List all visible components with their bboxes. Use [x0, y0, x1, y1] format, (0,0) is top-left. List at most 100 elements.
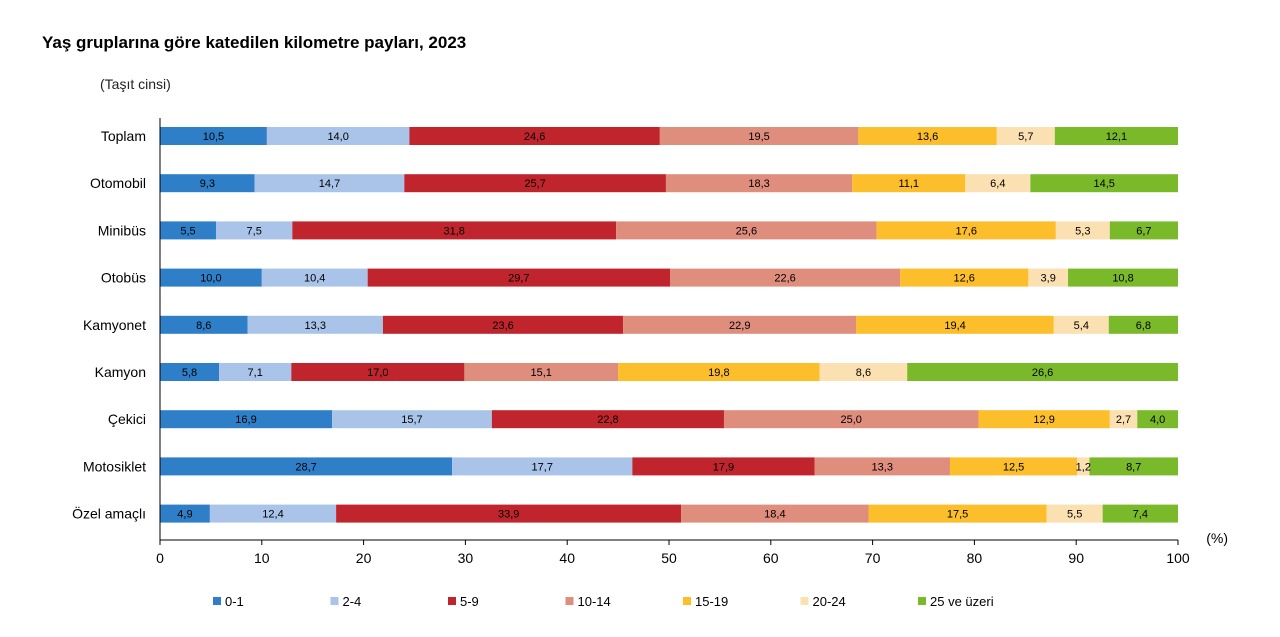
legend-label-2-4: 2-4: [343, 594, 362, 609]
bar-kamyon-5-9: [291, 363, 465, 381]
data-label-özel-amaçlı-0-1: 4,9: [177, 509, 192, 521]
bar-otobüs-25-ve-üzeri: [1068, 268, 1178, 287]
data-label-otomobil-2-4: 14,7: [319, 178, 340, 190]
data-label-kamyon-20-24: 8,6: [856, 367, 871, 379]
data-label-kamyon-0-1: 5,8: [182, 367, 197, 379]
x-tick-label-0: 0: [156, 550, 164, 566]
data-label-kamyonet-25-ve-üzeri: 6,8: [1136, 320, 1151, 332]
x-tick-label-10: 10: [254, 550, 270, 566]
bar-minibüs-20-24: [1055, 221, 1110, 240]
bar-kamyon-25-ve-üzeri: [907, 363, 1178, 381]
bar-toplam-10-14: [659, 127, 859, 145]
legend-swatch-10-14: [565, 597, 574, 605]
data-label-özel-amaçlı-20-24: 5,5: [1067, 509, 1082, 521]
bar-otomobil-25-ve-üzeri: [1030, 174, 1178, 193]
data-label-kamyonet-15-19: 19,4: [944, 320, 965, 332]
bar-otobüs-20-24: [1028, 268, 1069, 287]
x-tick-label-90: 90: [1068, 550, 1084, 566]
data-label-özel-amaçlı-5-9: 33,9: [498, 509, 519, 521]
bar-otomobil-0-1: [160, 174, 255, 193]
category-label-otomobil: Otomobil: [90, 175, 146, 191]
bar-kamyon-20-24: [819, 363, 908, 381]
x-tick-label-60: 60: [763, 550, 779, 566]
category-label-otobüs: Otobüs: [101, 270, 146, 286]
data-label-toplam-5-9: 24,6: [524, 131, 545, 143]
bar-motosiklet-10-14: [814, 457, 950, 476]
bar-kamyonet-0-1: [160, 315, 248, 334]
data-label-otobüs-25-ve-üzeri: 10,8: [1112, 273, 1133, 285]
bar-motosiklet-25-ve-üzeri: [1089, 457, 1178, 476]
data-label-kamyonet-10-14: 22,9: [729, 320, 750, 332]
legend: 0-1 2-4 5-9 10-14 15-19 20-24 25 ve üzeri: [213, 594, 994, 609]
bar-çekici-2-4: [332, 410, 492, 429]
data-label-motosiklet-15-19: 12,5: [1003, 461, 1024, 473]
bar-çekici-0-1: [160, 410, 333, 429]
bar-otobüs-0-1: [160, 268, 262, 287]
x-axis-unit-label: (%): [1206, 530, 1228, 546]
bar-kamyon-2-4: [219, 363, 292, 381]
category-label-motosiklet: Motosiklet: [83, 458, 146, 474]
data-label-minibüs-25-ve-üzeri: 6,7: [1136, 225, 1151, 237]
bar-otomobil-2-4: [254, 174, 405, 193]
bar-özel-amaçlı-10-14: [681, 504, 869, 523]
bar-çekici-10-14: [723, 410, 979, 429]
data-label-kamyonet-5-9: 23,6: [492, 320, 513, 332]
bar-kamyonet-25-ve-üzeri: [1108, 315, 1178, 334]
category-labels-layer: Toplam Otomobil Minibüs Otobüs Kamyonet Kamyo…: [72, 128, 146, 522]
data-label-kamyonet-20-24: 5,4: [1074, 320, 1089, 332]
data-label-özel-amaçlı-25-ve-üzeri: 7,4: [1133, 509, 1148, 521]
data-label-minibüs-20-24: 5,3: [1075, 225, 1090, 237]
bar-özel-amaçlı-5-9: [336, 504, 682, 523]
category-label-çekici: Çekici: [108, 411, 146, 427]
legend-label-10-14: 10-14: [578, 594, 611, 609]
x-tick-label-100: 100: [1166, 550, 1190, 566]
data-label-otomobil-10-14: 18,3: [748, 178, 769, 190]
bar-kamyonet-2-4: [247, 315, 383, 334]
bar-motosiklet-0-1: [160, 457, 453, 476]
bar-otobüs-10-14: [670, 268, 901, 287]
legend-swatch-20-24: [800, 597, 809, 605]
data-label-minibüs-5-9: 31,8: [443, 225, 464, 237]
bar-özel-amaçlı-25-ve-üzeri: [1102, 504, 1178, 523]
bar-otomobil-20-24: [965, 174, 1031, 193]
x-tick-label-50: 50: [661, 550, 677, 566]
bar-minibüs-10-14: [616, 221, 877, 240]
bar-otobüs-15-19: [900, 268, 1029, 287]
data-label-minibüs-15-19: 17,6: [956, 225, 977, 237]
data-label-otobüs-2-4: 10,4: [304, 273, 325, 285]
data-label-kamyon-15-19: 19,8: [708, 367, 729, 379]
data-label-çekici-0-1: 16,9: [235, 414, 256, 426]
bar-özel-amaçlı-2-4: [209, 504, 337, 523]
bar-minibüs-25-ve-üzeri: [1109, 221, 1178, 240]
data-label-motosiklet-20-24: 1,2: [1076, 461, 1091, 473]
bar-toplam-2-4: [266, 127, 410, 145]
x-axis: 0 10 20 30 40 50 60 70 80 90 100 (%): [156, 118, 1228, 566]
data-label-toplam-25-ve-üzeri: 12,1: [1106, 131, 1127, 143]
bar-minibüs-15-19: [876, 221, 1056, 240]
legend-label-15-19: 15-19: [695, 594, 728, 609]
data-label-kamyon-5-9: 17,0: [367, 367, 388, 379]
data-label-toplam-15-19: 13,6: [917, 131, 938, 143]
x-tick-label-20: 20: [356, 550, 372, 566]
bar-çekici-5-9: [491, 410, 724, 429]
data-label-toplam-0-1: 10,5: [203, 131, 224, 143]
data-label-motosiklet-10-14: 13,3: [872, 461, 893, 473]
data-label-çekici-5-9: 22,8: [597, 414, 618, 426]
data-label-kamyon-10-14: 15,1: [531, 367, 552, 379]
data-label-çekici-10-14: 25,0: [841, 414, 862, 426]
bar-kamyonet-20-24: [1053, 315, 1109, 334]
bar-özel-amaçlı-20-24: [1046, 504, 1103, 523]
legend-label-5-9: 5-9: [460, 594, 479, 609]
data-label-çekici-15-19: 12,9: [1033, 414, 1054, 426]
data-label-toplam-10-14: 19,5: [748, 131, 769, 143]
bar-kamyonet-5-9: [382, 315, 624, 334]
bar-otomobil-15-19: [852, 174, 966, 193]
bar-motosiklet-2-4: [452, 457, 633, 476]
bar-çekici-15-19: [978, 410, 1110, 429]
data-label-toplam-20-24: 5,7: [1018, 131, 1033, 143]
category-label-toplam: Toplam: [101, 128, 146, 144]
bar-çekici-20-24: [1109, 410, 1138, 429]
chart-title: Yaş gruplarına göre katedilen kilometre …: [42, 33, 467, 52]
data-label-minibüs-2-4: 7,5: [247, 225, 262, 237]
